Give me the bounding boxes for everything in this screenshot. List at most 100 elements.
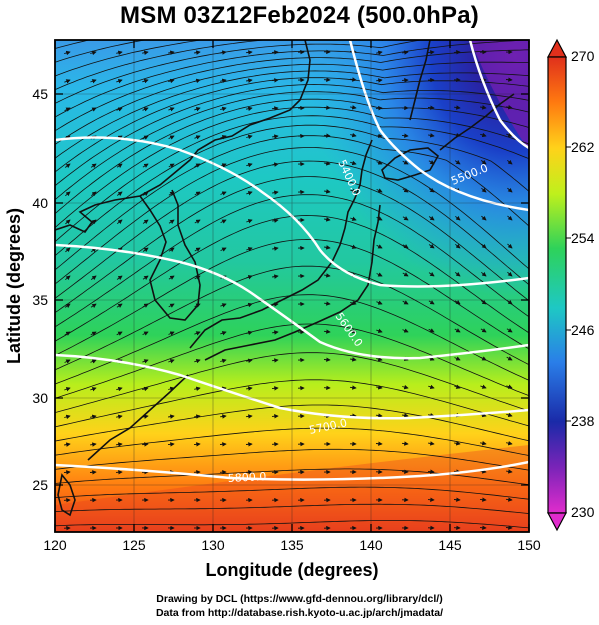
wind-arrow [375,441,383,446]
coldest-region [470,40,529,150]
wind-arrow [481,243,487,249]
wind-arrow [194,219,201,224]
wind-arrow [194,386,201,392]
streamline [55,40,529,118]
wind-arrow [480,159,487,165]
wind-arrow [246,247,253,252]
contour-5800 [55,460,529,481]
wind-arrow [168,275,175,280]
wind-arrow [142,135,149,140]
wind-arrow [350,328,357,334]
wind-arrow [506,469,513,474]
wind-arrow [454,160,461,165]
wind-arrow [324,301,331,306]
wind-arrow [246,191,253,196]
colorbar-label: 246 [571,322,595,338]
wind-arrow [506,384,513,389]
wind-arrow [428,300,435,305]
wind-arrow [142,303,149,308]
wind-arrow [194,331,201,336]
wind-arrow [454,328,461,333]
streamline [55,115,529,243]
coastline-ryukyu [87,374,189,461]
wind-arrow [90,107,97,112]
wind-arrow [401,133,409,138]
wind-arrow [402,188,409,193]
wind-arrow [246,302,253,308]
wind-arrow [246,162,253,168]
wind-arrow [402,216,409,221]
wind-arrow [142,359,149,364]
wind-arrow [350,132,357,138]
wind-arrow [481,187,487,193]
streamline [55,265,529,371]
streamline [55,91,529,201]
wind-arrow [349,413,357,418]
wind-arrow [142,386,149,392]
wind-arrow [350,105,357,110]
y-axis-label: Latitude (degrees) [4,208,24,364]
wind-arrow [454,300,461,305]
wind-arrow [454,356,461,361]
streamline [55,49,529,132]
wind-arrow [272,162,279,167]
credit-drawing: Drawing by DCL (https://www.gfd-dennou.o… [156,593,443,605]
wind-arrow [194,78,201,84]
colorbar-label: 262 [571,139,595,155]
wind-arrow [194,163,201,168]
wind-arrow [350,357,357,362]
wind-arrow [350,188,357,193]
streamline [55,238,529,356]
x-tick-label: 140 [359,537,383,553]
y-tick-label: 25 [32,477,48,493]
wind-arrow [350,160,357,166]
wind-arrow [507,271,513,277]
y-tick-label: 45 [32,86,48,102]
wind-arrow [91,191,97,197]
wind-arrow [194,358,201,364]
wind-arrow [271,50,279,55]
wind-arrow [168,135,175,140]
wind-arrow [246,358,253,363]
wind-arrow [220,78,227,84]
wind-arrow [324,161,331,166]
wind-arrow [141,442,149,447]
coastline-sakhalin [409,40,431,121]
wind-arrow [89,470,97,475]
wind-arrow [324,189,331,194]
streamline [55,379,529,428]
wind-arrow [220,135,227,140]
wind-arrow [455,215,461,221]
wind-arrow [90,79,97,84]
x-tick-label: 145 [438,537,462,553]
wind-arrow [193,442,201,447]
wind-arrow [376,216,383,221]
wind-arrow [376,244,383,249]
streamline [55,194,529,328]
wind-arrow [402,300,409,305]
wind-arrow [64,50,71,56]
streamline [55,84,529,187]
coastlines [55,40,515,517]
wind-arrow [402,244,409,249]
wind-arrow [194,191,201,196]
wind-arrow [142,107,149,112]
wind-arrow [142,163,149,168]
wind-arrow [506,299,513,305]
streamline [55,520,529,529]
wind-arrow [454,105,461,110]
credit-data-source: Data from http://database.rish.kyoto-u.a… [155,607,444,619]
coastline-japan-pacific [204,204,381,361]
streamline [55,40,147,63]
wind-arrow [220,303,227,308]
wind-arrow [168,359,175,364]
colorbar-top-triangle [547,38,567,58]
wind-arrow [324,245,331,250]
wind-arrow [245,442,253,447]
wind-arrow [219,442,227,447]
wind-arrow [64,163,71,169]
streamline [55,147,529,285]
wind-arrow [245,50,253,55]
wind-arrow [427,105,435,110]
